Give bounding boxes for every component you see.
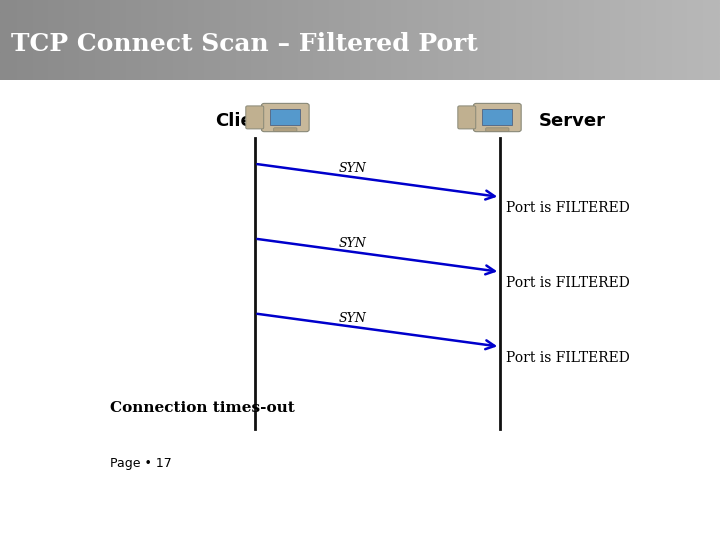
Text: SYN: SYN [338,237,366,250]
Text: Port is FILTERED: Port is FILTERED [505,201,629,215]
FancyBboxPatch shape [458,106,476,129]
Text: SYN: SYN [338,162,366,175]
Text: SYN: SYN [338,312,366,325]
Text: Connection times-out: Connection times-out [109,401,294,415]
FancyBboxPatch shape [486,128,509,131]
FancyBboxPatch shape [482,109,513,125]
FancyBboxPatch shape [270,109,300,125]
Text: Port is FILTERED: Port is FILTERED [505,351,629,365]
Text: Page • 17: Page • 17 [109,457,171,470]
Text: Port is FILTERED: Port is FILTERED [505,276,629,290]
Text: Server: Server [539,112,606,130]
Text: Client: Client [215,112,274,130]
FancyBboxPatch shape [246,106,264,129]
FancyBboxPatch shape [474,103,521,132]
Text: TCP Connect Scan – Filtered Port: TCP Connect Scan – Filtered Port [11,32,477,56]
FancyBboxPatch shape [274,128,297,131]
FancyBboxPatch shape [261,103,309,132]
